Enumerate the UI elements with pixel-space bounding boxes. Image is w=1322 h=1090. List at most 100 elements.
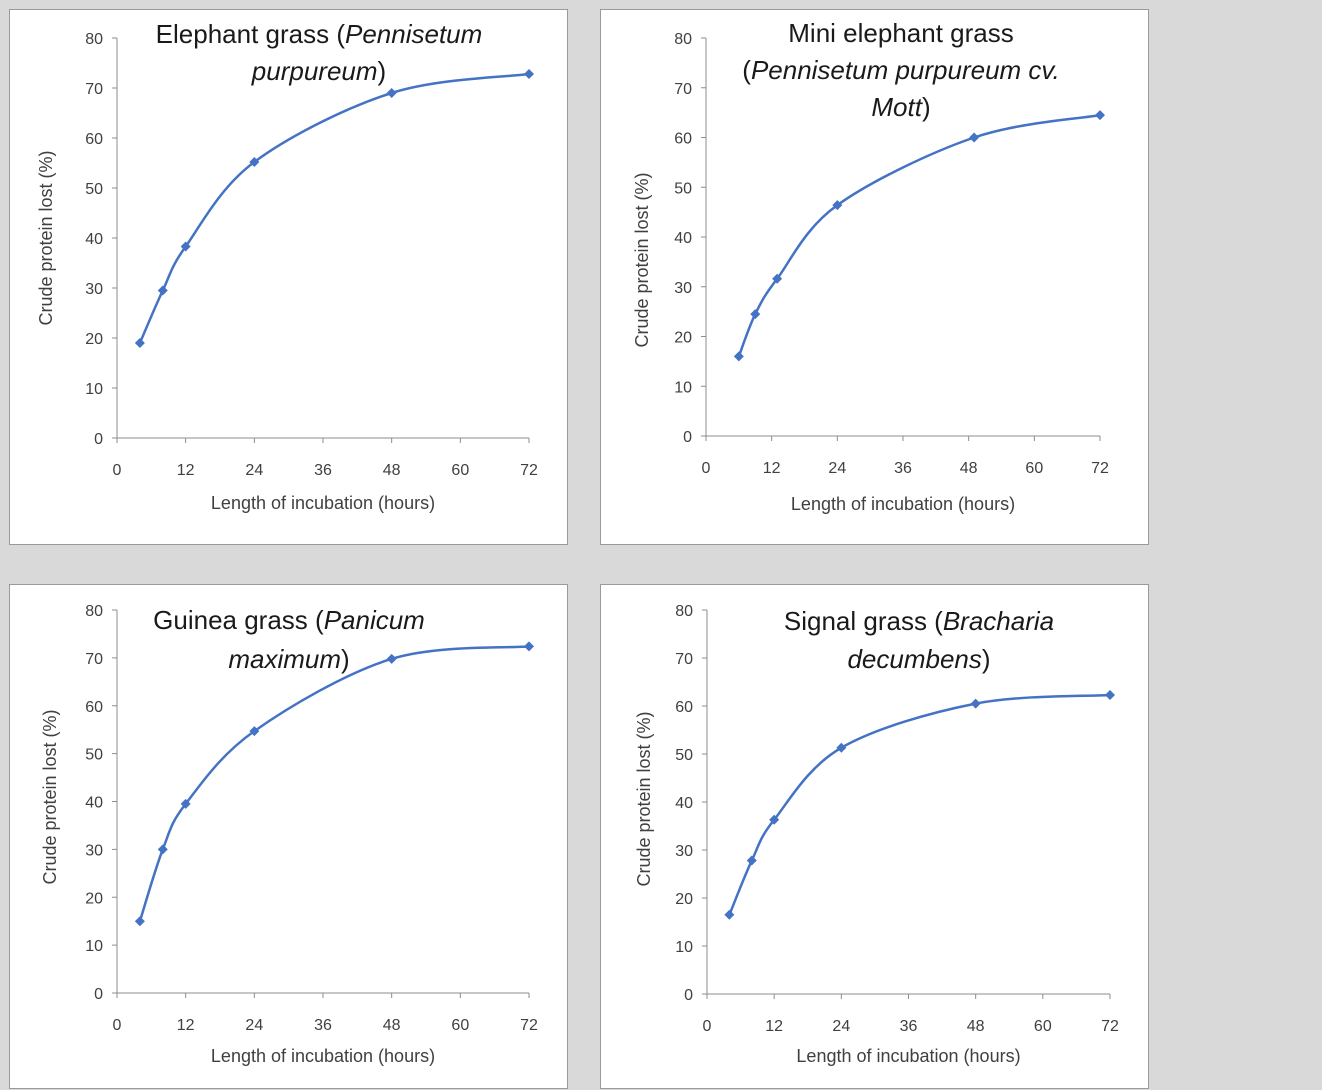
x-tick-label: 0 xyxy=(702,460,711,477)
y-tick-label: 30 xyxy=(85,842,103,859)
y-tick-label: 70 xyxy=(674,81,692,98)
y-tick-label: 80 xyxy=(674,31,692,48)
x-tick-label: 60 xyxy=(1034,1018,1052,1035)
y-tick-label: 40 xyxy=(675,795,693,812)
chart-title-line: Mini elephant grass xyxy=(788,18,1013,48)
data-point-marker xyxy=(724,909,735,920)
series-line xyxy=(138,645,530,922)
y-axis-title: Crude protein lost (%) xyxy=(632,172,652,347)
y-tick-label: 60 xyxy=(675,699,693,716)
data-point-marker xyxy=(1095,110,1105,121)
y-tick-label: 40 xyxy=(85,231,103,248)
chart-panel-mini-elephant-grass: 0 10 20 30 40 50 60 70 80 0 12 24 36 48 60 72 Length of … xyxy=(600,9,1149,545)
x-tick-label: 0 xyxy=(113,1017,122,1034)
y-tick-label: 50 xyxy=(674,180,692,197)
y-tick-label: 50 xyxy=(675,747,693,764)
y-tick-label: 60 xyxy=(85,131,103,148)
data-point-marker xyxy=(1105,689,1115,700)
data-point-marker xyxy=(249,157,260,167)
y-tick-label: 70 xyxy=(85,651,103,668)
x-tick-label: 12 xyxy=(765,1018,783,1035)
x-tick-label: 12 xyxy=(177,462,195,479)
x-tick-label: 48 xyxy=(383,462,401,479)
y-tick-label: 60 xyxy=(85,699,103,716)
y-tick-label: 20 xyxy=(85,331,103,348)
x-axis-title: Length of incubation (hours) xyxy=(211,1046,435,1066)
x-tick-label: 72 xyxy=(1091,460,1109,477)
chart-title-line: Mott) xyxy=(871,92,930,122)
y-tick-label: 30 xyxy=(674,280,692,297)
y-tick-label: 0 xyxy=(684,987,693,1004)
chart-panel-guinea-grass: 0 10 20 30 40 50 60 70 80 0 12 24 36 48 60 72 Length of … xyxy=(9,584,568,1089)
y-tick-label: 50 xyxy=(85,747,103,764)
chart-title-line: Elephant grass (Pennisetum xyxy=(156,19,483,49)
y-tick-label: 30 xyxy=(675,843,693,860)
x-tick-label: 36 xyxy=(314,1017,332,1034)
chart-title-line: decumbens) xyxy=(847,644,990,674)
y-tick-label: 40 xyxy=(85,795,103,812)
data-point-marker xyxy=(386,88,397,98)
y-tick-label: 10 xyxy=(675,939,693,956)
y-tick-label: 10 xyxy=(85,938,103,955)
chart-title-line: purpureum) xyxy=(251,56,386,86)
series-line xyxy=(728,693,1111,916)
x-axis-title: Length of incubation (hours) xyxy=(791,494,1015,514)
x-tick-label: 36 xyxy=(314,462,332,479)
y-tick-label: 0 xyxy=(94,431,103,448)
x-tick-label: 0 xyxy=(113,462,122,479)
chart-title-line: (Pennisetum purpureum cv. xyxy=(742,55,1059,85)
data-point-marker xyxy=(249,726,260,737)
x-tick-label: 72 xyxy=(520,462,538,479)
x-tick-label: 48 xyxy=(967,1018,985,1035)
y-tick-label: 20 xyxy=(675,891,693,908)
series-line xyxy=(138,72,530,344)
data-point-marker xyxy=(733,351,744,362)
data-point-marker xyxy=(750,309,761,320)
x-tick-label: 24 xyxy=(832,1018,850,1035)
chart-panel-elephant-grass: 0 10 20 30 40 50 60 70 80 0 12 24 36 48 60 72 Length of … xyxy=(9,9,568,545)
data-point-marker xyxy=(836,742,847,753)
x-tick-label: 24 xyxy=(245,1017,263,1034)
x-axis-title: Length of incubation (hours) xyxy=(796,1046,1020,1066)
data-point-marker xyxy=(970,698,981,709)
data-point-marker xyxy=(969,132,980,143)
x-tick-label: 24 xyxy=(828,460,846,477)
data-point-marker xyxy=(386,653,397,664)
data-point-marker xyxy=(769,814,780,825)
y-tick-label: 30 xyxy=(85,281,103,298)
data-point-marker xyxy=(180,241,191,252)
chart-svg-signal-grass: 0 10 20 30 40 50 60 70 80 0 12 24 36 48 60 72 Length of … xyxy=(634,603,1119,1066)
x-tick-label: 0 xyxy=(703,1018,712,1035)
series-line xyxy=(737,113,1101,357)
data-point-marker xyxy=(134,916,145,927)
y-tick-label: 70 xyxy=(675,651,693,668)
y-tick-label: 20 xyxy=(674,330,692,347)
x-tick-label: 36 xyxy=(900,1018,918,1035)
y-tick-label: 80 xyxy=(675,603,693,620)
chart-title-line: Signal grass (Bracharia xyxy=(784,606,1054,636)
y-tick-label: 80 xyxy=(85,603,103,620)
y-tick-label: 10 xyxy=(674,379,692,396)
x-tick-label: 24 xyxy=(245,462,263,479)
chart-title-line: Guinea grass (Panicum xyxy=(153,605,425,635)
data-point-marker xyxy=(524,69,534,79)
y-tick-label: 20 xyxy=(85,890,103,907)
x-tick-label: 48 xyxy=(383,1017,401,1034)
x-tick-label: 36 xyxy=(894,460,912,477)
y-tick-label: 50 xyxy=(85,181,103,198)
data-point-marker xyxy=(832,200,843,211)
chart-svg-elephant-grass: 0 10 20 30 40 50 60 70 80 0 12 24 36 48 60 72 Length of … xyxy=(36,19,538,513)
x-tick-label: 60 xyxy=(451,462,469,479)
data-point-marker xyxy=(746,855,757,866)
y-tick-label: 0 xyxy=(683,429,692,446)
x-tick-label: 48 xyxy=(960,460,978,477)
x-tick-label: 72 xyxy=(520,1017,538,1034)
chart-svg-guinea-grass: 0 10 20 30 40 50 60 70 80 0 12 24 36 48 60 72 Length of … xyxy=(40,603,538,1066)
y-tick-label: 80 xyxy=(85,31,103,48)
chart-title-line: maximum) xyxy=(228,644,349,674)
data-point-marker xyxy=(180,798,191,809)
y-tick-label: 60 xyxy=(674,131,692,148)
x-tick-label: 72 xyxy=(1101,1018,1119,1035)
x-tick-label: 60 xyxy=(1025,460,1043,477)
x-tick-label: 12 xyxy=(763,460,781,477)
